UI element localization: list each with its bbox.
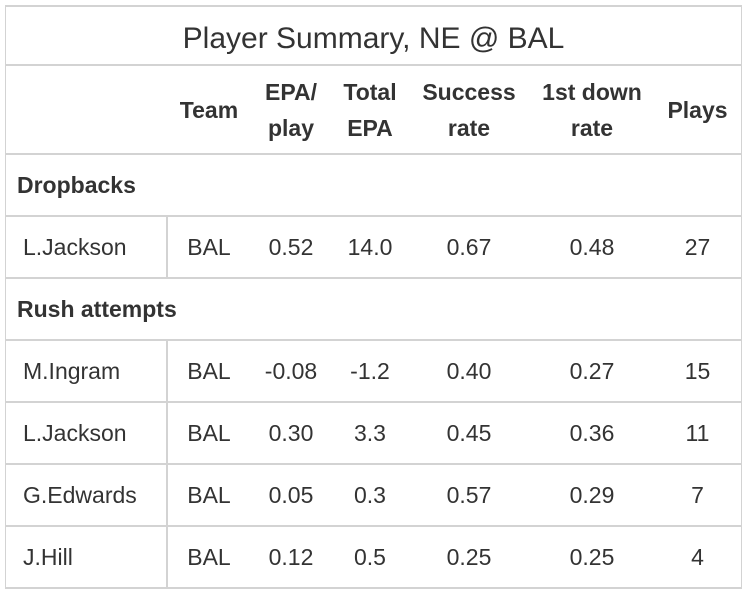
player-name: G.Edwards: [6, 465, 168, 525]
team-cell: BAL: [187, 481, 231, 508]
player-name: M.Ingram: [6, 341, 168, 401]
epa-play-cell: 0.52: [268, 233, 314, 260]
total-epa-cell: 0.3: [354, 481, 386, 508]
column-header-success-rate: Success rate: [408, 66, 530, 153]
column-header-team-label: Team: [179, 96, 239, 123]
total-epa-cell: -1.2: [350, 357, 390, 384]
table-row: G.Edwards BAL 0.05 0.3 0.57 0.29 7: [6, 465, 741, 527]
column-header-epa-play-line1: EPA/: [265, 78, 317, 105]
first-down-rate-cell: 0.27: [569, 357, 615, 384]
first-down-rate-cell: 0.25: [569, 543, 615, 570]
success-rate-cell: 0.25: [446, 543, 492, 570]
table-row: L.Jackson BAL 0.52 14.0 0.67 0.48 27: [6, 217, 741, 279]
column-header-row: Team EPA/ play Total EPA Success rate 1s…: [6, 66, 741, 155]
column-header-first-down-line1: 1st down: [542, 78, 642, 105]
column-header-plays-label: Plays: [667, 96, 728, 123]
column-header-first-down-line2: rate: [570, 114, 614, 141]
team-cell: BAL: [187, 543, 231, 570]
column-header-epa-play: EPA/ play: [250, 66, 332, 153]
epa-play-cell: -0.08: [264, 357, 318, 384]
player-name: L.Jackson: [6, 403, 168, 463]
group-header-dropbacks: Dropbacks: [6, 155, 741, 217]
success-rate-cell: 0.67: [446, 233, 492, 260]
column-header-epa-play-line2: play: [267, 114, 314, 141]
group-header-rush-attempts: Rush attempts: [6, 279, 741, 341]
plays-cell: 7: [691, 481, 704, 508]
player-name: J.Hill: [6, 527, 168, 587]
player-name: L.Jackson: [6, 217, 168, 277]
table-row: L.Jackson BAL 0.30 3.3 0.45 0.36 11: [6, 403, 741, 465]
column-header-player: [6, 66, 168, 153]
success-rate-cell: 0.57: [446, 481, 492, 508]
table-row: J.Hill BAL 0.12 0.5 0.25 0.25 4: [6, 527, 741, 589]
plays-cell: 11: [685, 419, 710, 446]
total-epa-cell: 14.0: [347, 233, 393, 260]
column-header-total-epa: Total EPA: [332, 66, 408, 153]
team-cell: BAL: [187, 419, 231, 446]
table-title: Player Summary, NE @ BAL: [6, 5, 741, 66]
column-header-success-line2: rate: [447, 114, 491, 141]
first-down-rate-cell: 0.29: [569, 481, 615, 508]
success-rate-cell: 0.40: [446, 357, 492, 384]
team-cell: BAL: [187, 357, 231, 384]
player-summary-table: Player Summary, NE @ BAL Team EPA/ play …: [5, 5, 742, 589]
success-rate-cell: 0.45: [446, 419, 492, 446]
table-row: M.Ingram BAL -0.08 -1.2 0.40 0.27 15: [6, 341, 741, 403]
column-header-success-line1: Success: [422, 78, 516, 105]
epa-play-cell: 0.12: [268, 543, 314, 570]
first-down-rate-cell: 0.36: [569, 419, 615, 446]
total-epa-cell: 3.3: [354, 419, 386, 446]
team-cell: BAL: [187, 233, 231, 260]
epa-play-cell: 0.30: [268, 419, 314, 446]
column-header-plays: Plays: [654, 66, 741, 153]
total-epa-cell: 0.5: [354, 543, 386, 570]
epa-play-cell: 0.05: [268, 481, 314, 508]
first-down-rate-cell: 0.48: [569, 233, 615, 260]
column-header-team: Team: [168, 66, 250, 153]
plays-cell: 27: [684, 233, 711, 260]
column-header-first-down-rate: 1st down rate: [530, 66, 654, 153]
column-header-total-epa-line2: EPA: [347, 114, 393, 141]
plays-cell: 4: [691, 543, 704, 570]
plays-cell: 15: [684, 357, 711, 384]
column-header-total-epa-line1: Total: [343, 78, 397, 105]
